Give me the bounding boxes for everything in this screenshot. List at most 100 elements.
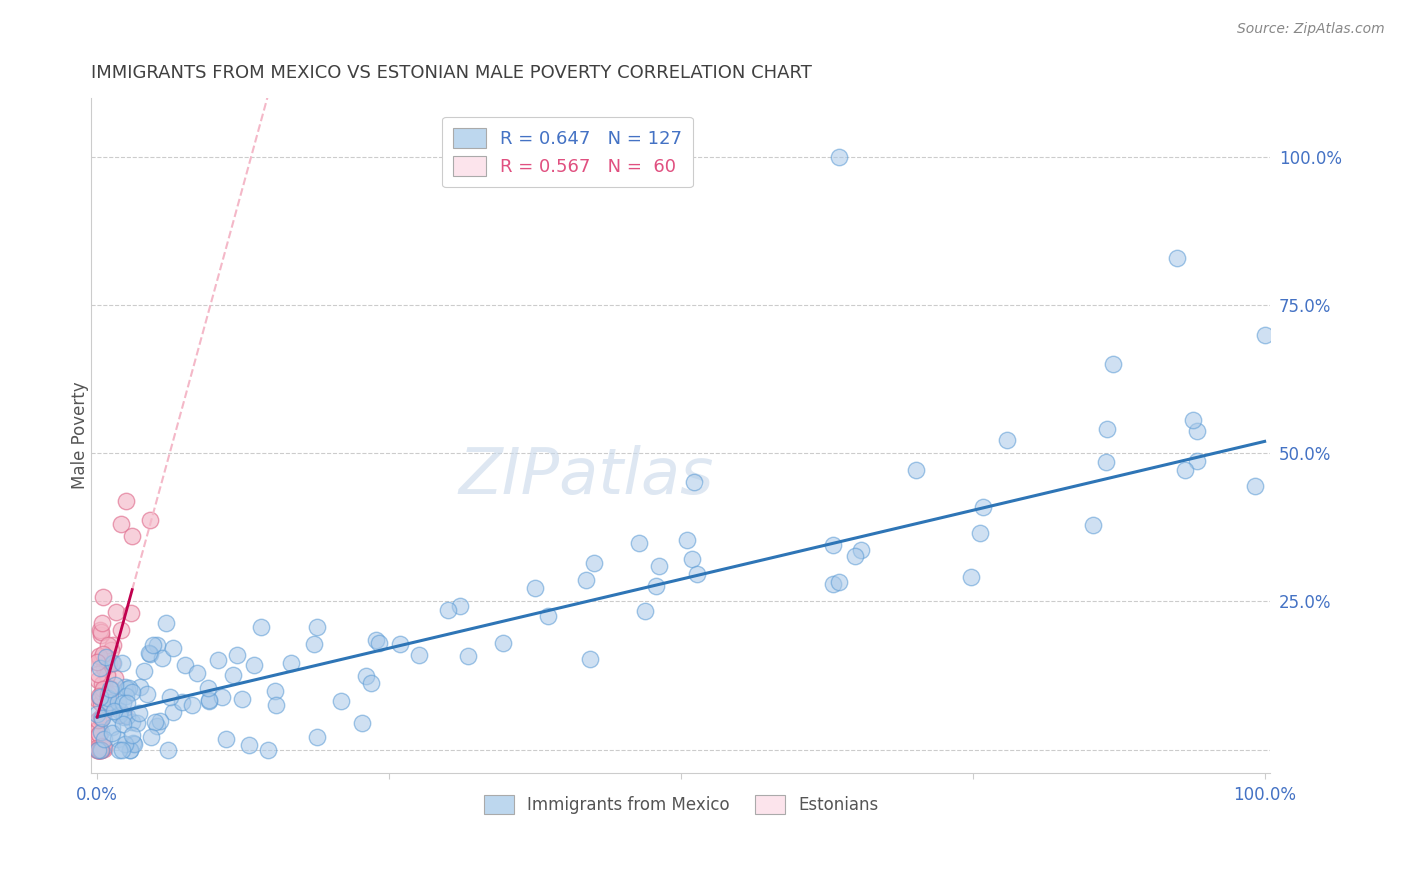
Point	[117, 708, 139, 723]
Point	[302, 637, 325, 651]
Point	[90, 628, 112, 642]
Point	[91, 616, 114, 631]
Point	[90, 696, 112, 710]
Point	[96, 668, 118, 682]
Point	[86, 742, 108, 756]
Text: ZIPatlas: ZIPatlas	[458, 445, 714, 507]
Text: Source: ZipAtlas.com: Source: ZipAtlas.com	[1237, 22, 1385, 37]
Point	[91, 739, 114, 753]
Point	[87, 722, 110, 736]
Point	[305, 730, 328, 744]
Point	[329, 694, 352, 708]
Point	[90, 624, 112, 639]
Point	[110, 623, 132, 637]
Point	[1102, 357, 1125, 371]
Point	[905, 463, 928, 477]
Point	[90, 709, 112, 723]
Point	[97, 687, 120, 701]
Point	[100, 681, 122, 696]
Point	[186, 666, 208, 681]
Point	[118, 681, 141, 696]
Point	[128, 706, 150, 720]
Point	[307, 620, 329, 634]
Point	[104, 671, 127, 685]
Point	[87, 727, 110, 741]
Point	[354, 669, 377, 683]
Point	[681, 551, 703, 566]
Point	[264, 698, 287, 713]
Point	[156, 742, 179, 756]
Point	[87, 648, 110, 663]
Point	[366, 633, 388, 648]
Point	[87, 742, 110, 756]
Point	[150, 651, 173, 665]
Point	[87, 727, 110, 741]
Point	[257, 742, 280, 756]
Point	[174, 657, 197, 672]
Point	[89, 691, 111, 706]
Point	[111, 717, 134, 731]
Point	[683, 475, 706, 489]
Point	[145, 719, 167, 733]
Point	[110, 517, 132, 532]
Point	[90, 677, 112, 691]
Point	[104, 605, 127, 619]
Point	[89, 742, 111, 756]
Point	[121, 529, 143, 543]
Point	[86, 741, 108, 756]
Point	[676, 533, 699, 547]
Point	[1244, 479, 1267, 493]
Point	[1081, 518, 1104, 533]
Point	[648, 559, 671, 574]
Point	[634, 604, 657, 618]
Point	[87, 721, 110, 735]
Point	[90, 711, 112, 725]
Point	[103, 704, 125, 718]
Point	[449, 599, 471, 613]
Point	[108, 708, 131, 723]
Point	[114, 680, 136, 694]
Point	[969, 525, 991, 540]
Point	[111, 657, 134, 671]
Point	[537, 609, 560, 624]
Point	[108, 704, 131, 718]
Point	[121, 715, 143, 730]
Point	[226, 648, 249, 662]
Point	[96, 652, 118, 666]
Point	[960, 569, 983, 583]
Point	[93, 678, 115, 692]
Point	[155, 616, 177, 631]
Point	[162, 641, 184, 656]
Point	[90, 742, 112, 756]
Point	[1174, 462, 1197, 476]
Point	[107, 695, 129, 709]
Point	[143, 714, 166, 729]
Point	[995, 433, 1018, 447]
Point	[1095, 422, 1118, 436]
Point	[149, 714, 172, 729]
Point	[1253, 327, 1275, 342]
Point	[115, 689, 138, 703]
Legend: Immigrants from Mexico, Estonians: Immigrants from Mexico, Estonians	[475, 787, 887, 822]
Point	[89, 661, 111, 675]
Point	[90, 742, 112, 756]
Point	[388, 637, 411, 651]
Point	[280, 656, 302, 670]
Point	[93, 661, 115, 675]
Point	[207, 653, 229, 667]
Point	[86, 730, 108, 744]
Point	[98, 682, 121, 697]
Point	[89, 742, 111, 756]
Point	[972, 500, 994, 514]
Point	[844, 549, 866, 563]
Point	[115, 493, 138, 508]
Point	[121, 606, 143, 620]
Point	[627, 536, 650, 550]
Point	[198, 694, 221, 708]
Point	[457, 648, 479, 663]
Point	[112, 710, 135, 724]
Point	[125, 715, 148, 730]
Point	[139, 647, 162, 661]
Point	[86, 742, 108, 756]
Point	[146, 638, 169, 652]
